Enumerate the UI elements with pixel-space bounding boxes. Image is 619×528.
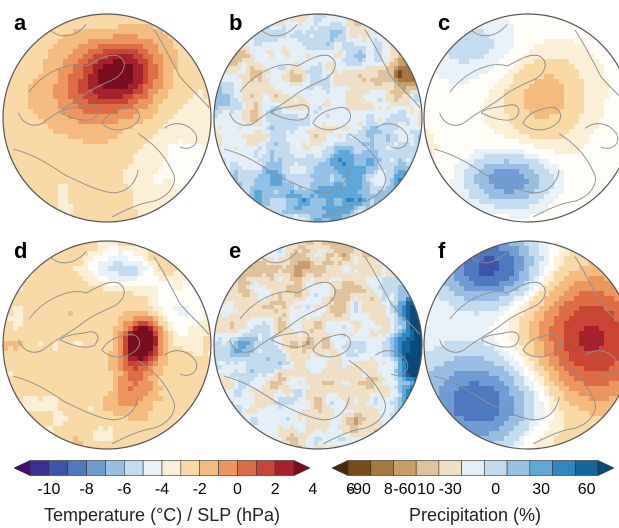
precipitation-colorbar-swatch — [347, 460, 372, 476]
precipitation-colorbar-swatch — [552, 460, 576, 476]
precipitation-colorbar-swatch — [574, 460, 599, 476]
precipitation-colorbar-swatch — [438, 460, 462, 476]
temperature-colorbar-swatch — [180, 460, 201, 476]
precipitation-colorbar-swatch — [393, 460, 417, 476]
precipitation-colorbar-swatch — [597, 460, 614, 476]
colorbar-tick-label: 4 — [308, 481, 318, 498]
colorbar-tick-label: -4 — [154, 481, 170, 498]
colorbar-tick-label: 0 — [491, 481, 501, 498]
panel-label-e: e — [229, 238, 242, 263]
temperature-colorbar-swatch — [199, 460, 219, 476]
colorbar-tick-label: 60 — [577, 481, 596, 498]
precipitation-colorbar-ticks: -90-60-300306090 — [0, 481, 619, 501]
temperature-colorbar — [14, 460, 310, 476]
coastlines — [224, 251, 421, 445]
temperature-colorbar-swatch — [14, 460, 31, 476]
temperature-colorbar-swatch — [218, 460, 238, 476]
precipitation-colorbar-swatch — [332, 460, 349, 476]
map-boundary-circle — [423, 13, 619, 223]
colorbar-tick-label: 30 — [532, 481, 551, 498]
map-boundary-circle — [213, 240, 423, 450]
colorbar-tick-label: -2 — [192, 481, 207, 498]
colorbar-tick-label: 6 — [346, 481, 356, 498]
colorbar-tick-label: 2 — [270, 481, 280, 498]
temperature-colorbar-swatch — [274, 460, 295, 476]
colorbar-tick-label: -30 — [438, 481, 462, 498]
panel-label-b: b — [229, 10, 243, 35]
map-panels — [2, 13, 619, 450]
panel-label-d: d — [14, 238, 28, 263]
map-boundary-circle — [2, 13, 212, 223]
precipitation-colorbar — [332, 460, 614, 476]
panel-label-f: f — [438, 238, 446, 263]
map-boundary-circle — [2, 240, 212, 450]
temperature-colorbar-swatch — [293, 460, 310, 476]
map-boundary-circle — [423, 240, 619, 450]
temperature-colorbar-swatch — [86, 460, 106, 476]
precipitation-colorbar-swatch — [415, 460, 440, 476]
temperature-colorbar-swatch — [123, 460, 144, 476]
colorbar-tick-label: 10 — [417, 481, 435, 498]
temperature-colorbar-swatch — [29, 460, 50, 476]
map-panel-e — [214, 241, 422, 449]
temperature-colorbar-swatch — [255, 460, 276, 476]
coastlines — [434, 24, 619, 218]
precipitation-colorbar-swatch — [461, 460, 485, 476]
colorbar-tick-label: 0 — [232, 481, 242, 498]
colorbar-tick-label: -60 — [393, 481, 417, 498]
coastlines — [434, 251, 619, 445]
temperature-colorbar-title: Temperature (°C) / SLP (hPa) — [44, 505, 280, 525]
map-panel-f — [424, 241, 619, 449]
colorbar-tick-label: -10 — [37, 481, 61, 498]
colorbar-tick-label: -8 — [79, 481, 94, 498]
colorbar-tick-label: -6 — [117, 481, 132, 498]
temperature-colorbar-swatch — [67, 460, 87, 476]
precipitation-colorbar-swatch — [370, 460, 394, 476]
temperature-colorbar-swatch — [161, 460, 182, 476]
temperature-colorbar-swatch — [48, 460, 69, 476]
temperature-colorbar-ticks: -10 -8 -6 -4 -2 0 2 4 6 8 10 — [0, 481, 619, 501]
temperature-colorbar-swatch — [142, 460, 163, 476]
coastlines — [13, 24, 210, 218]
temperature-colorbar-swatch — [105, 460, 125, 476]
map-boundary-circle — [213, 13, 423, 223]
coastlines — [13, 251, 210, 445]
precipitation-colorbar-title: Precipitation (%) — [408, 505, 542, 525]
precipitation-colorbar-swatch — [506, 460, 531, 476]
temperature-colorbar-swatch — [237, 460, 257, 476]
panel-label-a: a — [14, 10, 27, 35]
panel-label-c: c — [438, 10, 451, 35]
precipitation-colorbar-swatch — [529, 460, 553, 476]
precipitation-colorbar-swatch — [484, 460, 508, 476]
coastlines — [224, 24, 421, 218]
colorbar-tick-label: 8 — [383, 481, 393, 498]
map-panel-c — [424, 14, 619, 222]
colorbar-tick-label: -90 — [347, 481, 371, 498]
